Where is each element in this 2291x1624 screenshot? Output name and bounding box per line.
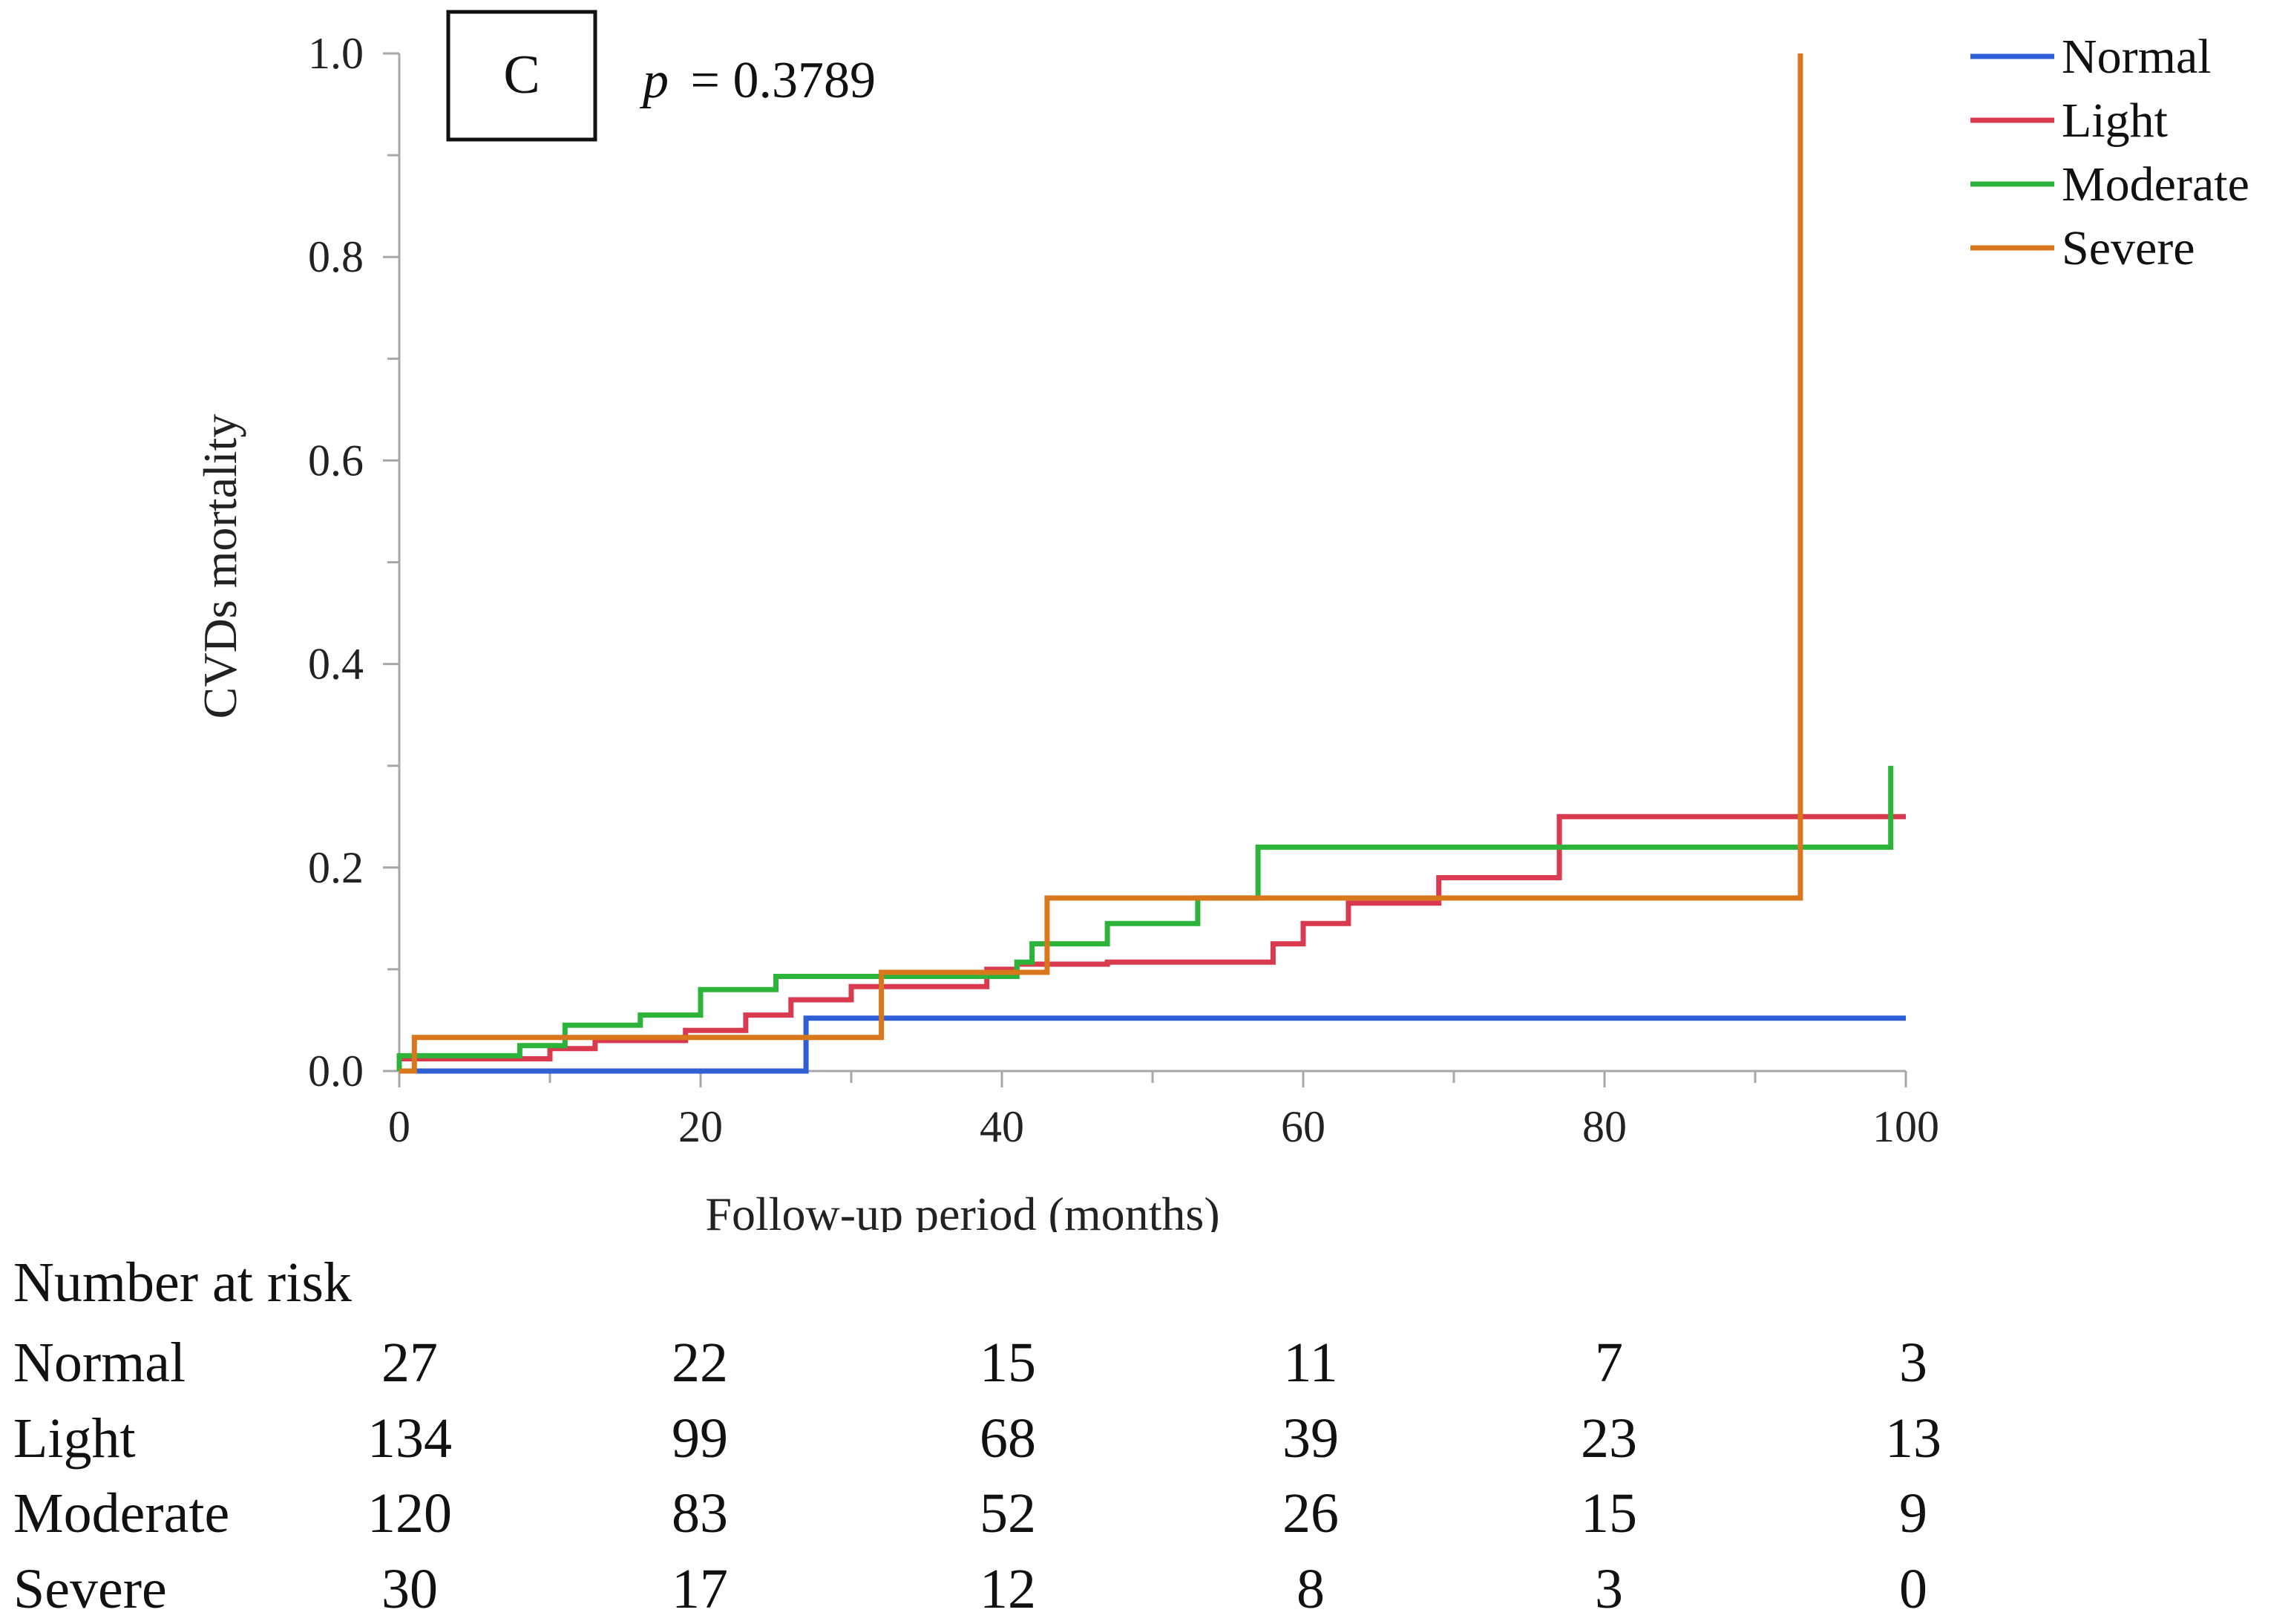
y-tick-label: 0.0	[308, 1047, 364, 1096]
p-value: p = 0.3789	[639, 52, 876, 109]
x-tick-label: 80	[1582, 1102, 1627, 1151]
risk-row-label: Light	[13, 1407, 136, 1470]
legend-label-light: Light	[2062, 94, 2168, 148]
risk-count: 17	[672, 1558, 728, 1620]
risk-row-severe: Severe 30 17 12 8 3 0	[0, 1557, 2291, 1624]
risk-count: 3	[1595, 1558, 1623, 1620]
risk-count: 22	[672, 1332, 728, 1394]
risk-count: 9	[1899, 1482, 1927, 1545]
y-tick-label: 1.0	[308, 29, 364, 78]
km-chart: 0 20 40 60 80 100 0.0 0.2 0.4 0.6 0.8 1.0 C p = 0.3…	[194, 10, 2249, 1232]
legend: Normal Light Moderate Severe	[1970, 30, 2249, 275]
risk-count: 99	[672, 1407, 728, 1470]
risk-row-label: Severe	[13, 1558, 167, 1620]
risk-count: 27	[381, 1332, 438, 1394]
risk-count: 13	[1885, 1407, 1941, 1470]
y-axis-title: CVDs mortality	[194, 414, 246, 719]
risk-count: 39	[1282, 1407, 1339, 1470]
legend-label-normal: Normal	[2062, 30, 2212, 84]
series-line-normal	[399, 1015, 1906, 1074]
x-tick-label: 20	[678, 1102, 723, 1151]
axes: 0 20 40 60 80 100 0.0 0.2 0.4 0.6 0.8 1.0	[308, 29, 1939, 1151]
x-tick-label: 60	[1281, 1102, 1325, 1151]
risk-count: 12	[980, 1558, 1036, 1620]
risk-row-label: Normal	[13, 1332, 186, 1394]
risk-table-title: Number at risk	[13, 1251, 352, 1314]
series-line-moderate	[396, 765, 1894, 1071]
risk-count: 52	[980, 1482, 1036, 1545]
panel-label-box	[446, 10, 597, 142]
y-tick-label: 0.6	[308, 436, 364, 485]
x-axis-title: Follow-up period (months)	[705, 1188, 1219, 1232]
risk-count: 0	[1899, 1558, 1927, 1620]
risk-row-label: Moderate	[13, 1482, 230, 1545]
x-tick-label: 100	[1872, 1102, 1939, 1151]
risk-row-moderate: Moderate 120 83 52 26 15 9	[0, 1481, 2291, 1548]
series-layer	[396, 53, 1906, 1074]
risk-count: 3	[1899, 1332, 1927, 1394]
legend-label-severe: Severe	[2062, 221, 2195, 275]
x-tick-label: 0	[388, 1102, 410, 1151]
risk-count: 83	[672, 1482, 728, 1545]
legend-label-moderate: Moderate	[2062, 157, 2249, 212]
panel-label: C	[503, 45, 540, 105]
risk-count: 15	[980, 1332, 1036, 1394]
x-tick-label: 40	[980, 1102, 1024, 1151]
risk-row-light: Light 134 99 68 39 23 13	[0, 1407, 2291, 1473]
risk-row-normal: Normal 27 22 15 11 7 3	[0, 1331, 2291, 1398]
risk-count: 7	[1595, 1332, 1623, 1394]
series-line-severe	[399, 53, 1803, 1074]
risk-count: 23	[1581, 1407, 1637, 1470]
risk-count: 26	[1282, 1482, 1339, 1545]
risk-count: 120	[367, 1482, 452, 1545]
y-tick-label: 0.4	[308, 640, 364, 689]
risk-count: 134	[367, 1407, 452, 1470]
risk-count: 15	[1581, 1482, 1637, 1545]
y-tick-label: 0.8	[308, 232, 364, 281]
y-tick-label: 0.2	[308, 843, 364, 892]
series-line-light	[396, 813, 1906, 1071]
risk-count: 8	[1297, 1558, 1325, 1620]
risk-count: 11	[1283, 1332, 1338, 1394]
risk-count: 30	[381, 1558, 438, 1620]
risk-count: 68	[980, 1407, 1036, 1470]
